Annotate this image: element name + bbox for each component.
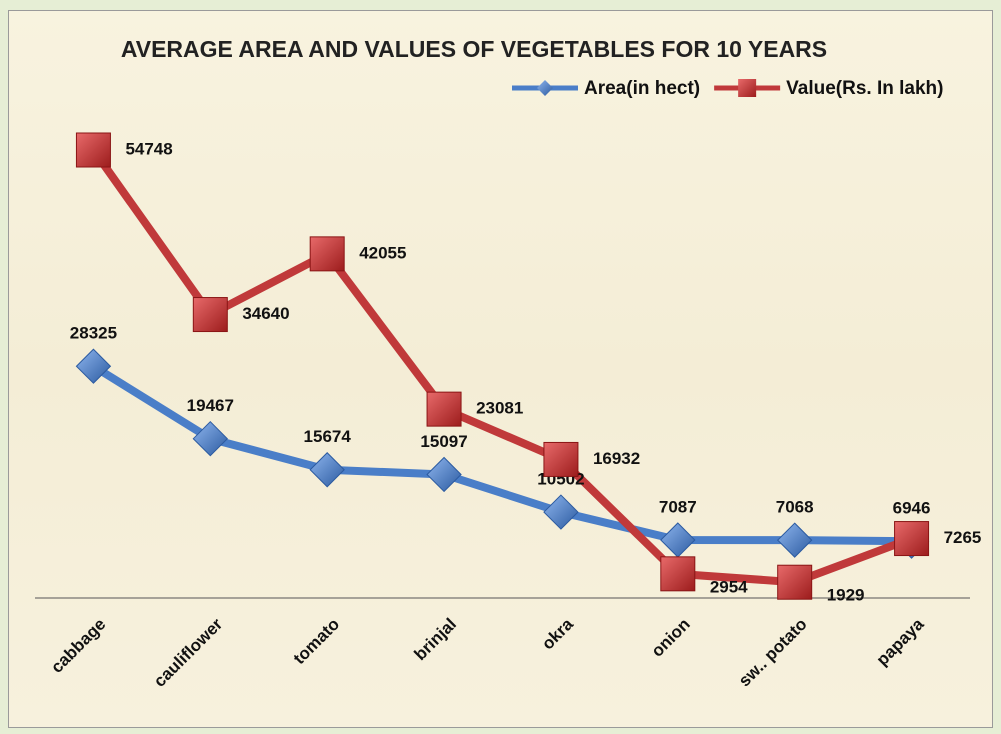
x-tick-label: sw.. potato [735,615,811,691]
data-label: 23081 [476,399,523,418]
legend-marker [738,79,757,97]
x-tick-label: cabbage [47,615,109,677]
data-label: 6946 [893,499,931,518]
data-label: 7265 [944,528,982,547]
data-label: 42055 [359,243,406,262]
point-marker [309,452,345,488]
point-marker [543,441,579,477]
data-label: 15674 [304,427,352,446]
data-label: 7087 [659,497,697,516]
series-line [90,147,913,587]
data-label: 34640 [242,304,289,323]
data-label: 15097 [420,432,467,451]
point-marker [309,236,345,272]
chart-frame: AVERAGE AREA AND VALUES OF VEGETABLES FO… [8,10,993,728]
x-tick-label: cauliflower [150,614,226,690]
point-marker [776,522,813,558]
point-marker [426,391,462,427]
series-line [91,362,912,546]
point-marker [192,297,228,333]
legend-label: Value(Rs. In lakh) [786,78,943,99]
legend-marker [537,80,553,96]
data-label: 1929 [827,586,865,605]
point-marker [426,456,462,493]
x-tick-label: brinjal [411,615,461,665]
legend-label: Area(in hect) [584,78,700,99]
x-tick-label: tomato [290,615,344,669]
point-marker [894,521,930,557]
point-marker [192,420,229,457]
point-marker [660,522,696,558]
chart-title: AVERAGE AREA AND VALUES OF VEGETABLES FO… [120,36,828,62]
data-label: 2954 [710,577,748,596]
point-marker [777,564,813,600]
x-tick-label: papaya [873,614,928,669]
data-label: 16932 [593,449,640,468]
data-label: 7068 [776,498,814,517]
x-tick-label: okra [538,614,577,653]
point-marker [660,556,696,592]
point-marker [75,132,111,168]
point-marker [543,494,579,530]
x-tick-label: onion [648,615,694,661]
data-label: 28325 [70,324,117,343]
point-marker [75,348,112,384]
data-label: 54748 [125,139,172,158]
data-label: 19467 [187,396,234,415]
